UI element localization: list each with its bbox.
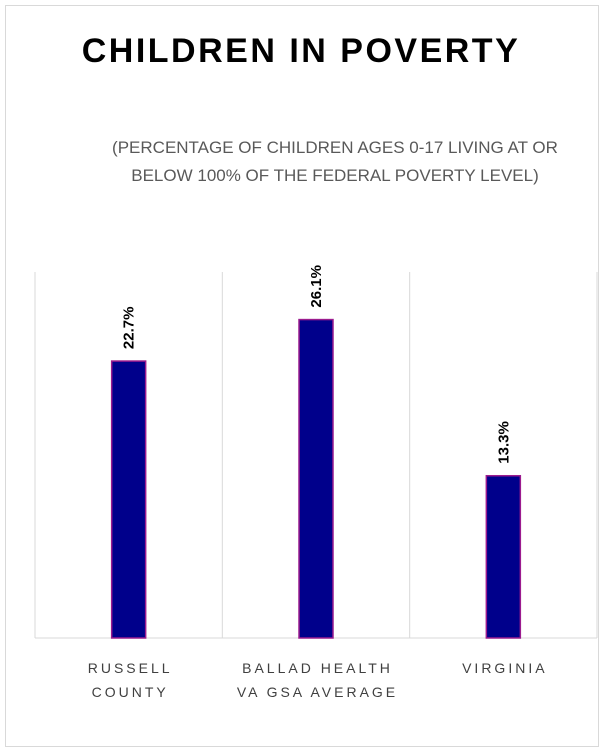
value-label: 22.7% — [121, 307, 138, 350]
chart-subtitle: (PERCENTAGE OF CHILDREN AGES 0-17 LIVING… — [112, 138, 558, 185]
x-tick-label: RUSSELL COUNTY — [87, 660, 173, 700]
x-tick-label: BALLAD HEALTH VA GSA AVERAGE — [236, 660, 399, 700]
bar — [110, 360, 147, 639]
value-label: 26.1% — [308, 265, 325, 308]
chart-frame — [5, 5, 599, 747]
x-tick-label: VIRGINIA — [462, 660, 548, 676]
chart-title: CHILDREN IN POVERTY — [81, 32, 521, 70]
value-label: 13.3% — [495, 421, 512, 464]
bar — [298, 318, 334, 639]
bar — [485, 474, 522, 639]
